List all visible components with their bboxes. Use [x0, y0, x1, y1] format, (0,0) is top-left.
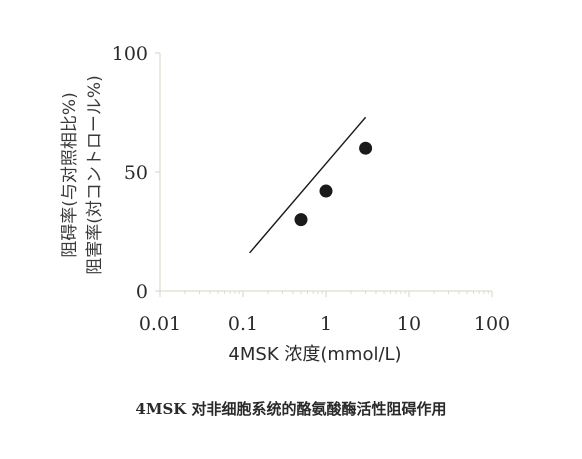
x-tick-label: 0.1 — [228, 313, 258, 335]
y-axis-label-line-1: 阻碍率(与对照相比%) — [60, 92, 80, 257]
data-point — [319, 184, 333, 198]
y-axis-label-line-2: 阻害率(対コントロール%) — [85, 75, 105, 274]
x-tick-label: 10 — [397, 313, 421, 335]
tick-labels: 0 50 100 0.01 0.1 1 10 100 — [112, 43, 510, 335]
figure-caption: 4MSK 对非细胞系统的酪氨酸酶活性阻碍作用 — [135, 400, 447, 418]
axes — [155, 52, 493, 297]
x-tick-label: 0.01 — [139, 313, 181, 335]
x-tick-label: 100 — [474, 313, 510, 335]
y-tick-label: 0 — [136, 281, 148, 303]
y-tick-label: 100 — [112, 43, 148, 65]
trend-line — [249, 116, 367, 254]
y-tick-label: 50 — [124, 162, 148, 184]
data-point — [359, 141, 373, 155]
x-axis-label: 4MSK 浓度(mmol/L) — [228, 344, 401, 365]
x-tick-label: 1 — [320, 313, 332, 335]
data-marks — [249, 116, 373, 254]
data-point — [294, 213, 308, 227]
